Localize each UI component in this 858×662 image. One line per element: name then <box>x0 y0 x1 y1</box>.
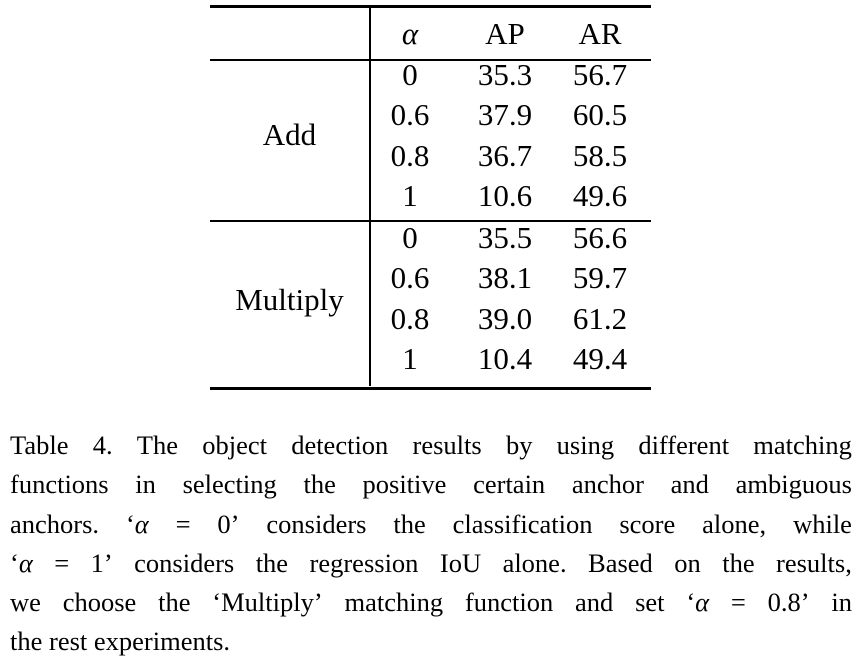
bottom-rule <box>210 387 651 390</box>
caption-line: ‘α = 1’ considers the regression IoU alone. Base… <box>10 547 852 578</box>
table-cell-ar: 60.5 <box>572 97 628 132</box>
table-cell-alpha: 0.8 <box>390 138 430 173</box>
column-separator <box>369 8 371 386</box>
table-cell-ar: 49.6 <box>572 178 628 213</box>
table-cell-ar: 49.4 <box>572 341 628 376</box>
table-cell-ap: 37.9 <box>477 97 533 132</box>
method-multiply: Multiply <box>235 282 344 317</box>
header-ar: AR <box>578 16 622 51</box>
table-cell-ar: 59.7 <box>572 260 628 295</box>
table-cell-alpha: 1 <box>402 178 418 213</box>
table-cell-ap: 10.4 <box>477 341 533 376</box>
table-cell-ap: 35.3 <box>477 57 533 92</box>
results-table: α AP AR Add Multiply 0 35.3 56.7 0.6 37.… <box>210 5 651 390</box>
group-separator-rule <box>210 220 651 222</box>
table-cell-alpha: 0.6 <box>390 97 430 132</box>
table-cell-ar: 61.2 <box>572 301 628 336</box>
table-cell-ap: 38.1 <box>477 260 533 295</box>
caption-line: anchors. ‘α = 0’ considers the classification s… <box>10 508 852 539</box>
table-cell-alpha: 0 <box>402 220 418 255</box>
table-cell-alpha: 0.6 <box>390 260 430 295</box>
table-cell-ar: 56.7 <box>572 57 628 92</box>
caption-line: the rest experiments. <box>10 626 231 657</box>
table-cell-ap: 39.0 <box>477 301 533 336</box>
table-cell-alpha: 0.8 <box>390 301 430 336</box>
table-cell-alpha: 0 <box>402 57 418 92</box>
caption-line: functions in selecting the positive certain an… <box>10 469 852 500</box>
table-cell-alpha: 1 <box>402 341 418 376</box>
caption-line: Table 4. The object detection results by using d… <box>10 430 852 460</box>
method-add: Add <box>262 117 317 152</box>
top-rule <box>210 5 651 8</box>
header-alpha: α <box>401 16 419 51</box>
table-cell-ar: 58.5 <box>572 138 628 173</box>
header-ap: AP <box>485 16 525 51</box>
table-cell-ap: 10.6 <box>477 178 533 213</box>
caption-line: we choose the ‘Multiply’ matching function and… <box>10 587 852 618</box>
table-cell-ar: 56.6 <box>572 220 628 255</box>
table-cell-ap: 36.7 <box>477 138 533 173</box>
header-rule <box>210 59 651 61</box>
table-caption: Table 4. The object detection results by using d… <box>10 426 852 662</box>
table-cell-ap: 35.5 <box>477 220 533 255</box>
